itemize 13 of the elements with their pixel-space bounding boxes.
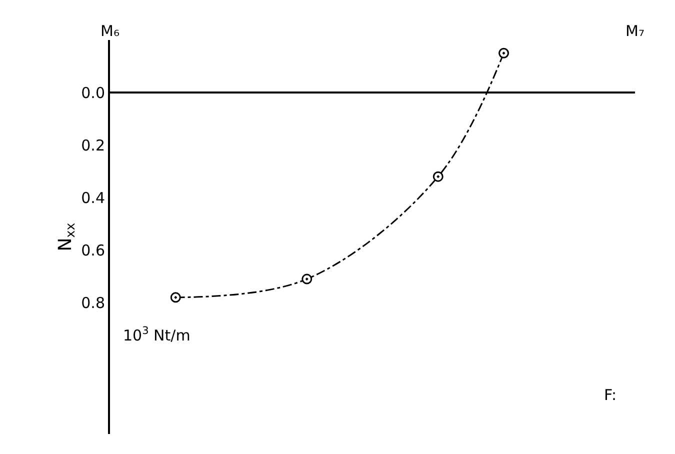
y-tick-label: 0.0 [81,84,105,102]
y-tick-label: 0.2 [81,136,105,154]
annotation: 10$^{3}$ Nt/m [123,325,190,344]
y-tick-label: 0.6 [81,241,105,260]
point [498,48,509,58]
x-tick-label: M₆ [100,22,120,40]
y-tick-label: 0.4 [81,188,105,207]
point [170,292,181,303]
point [432,171,444,182]
annotation: F: [604,386,617,404]
point [302,274,312,284]
x-tick-label: M₇ [626,22,644,40]
y-tick-label: 0.8 [81,294,105,312]
